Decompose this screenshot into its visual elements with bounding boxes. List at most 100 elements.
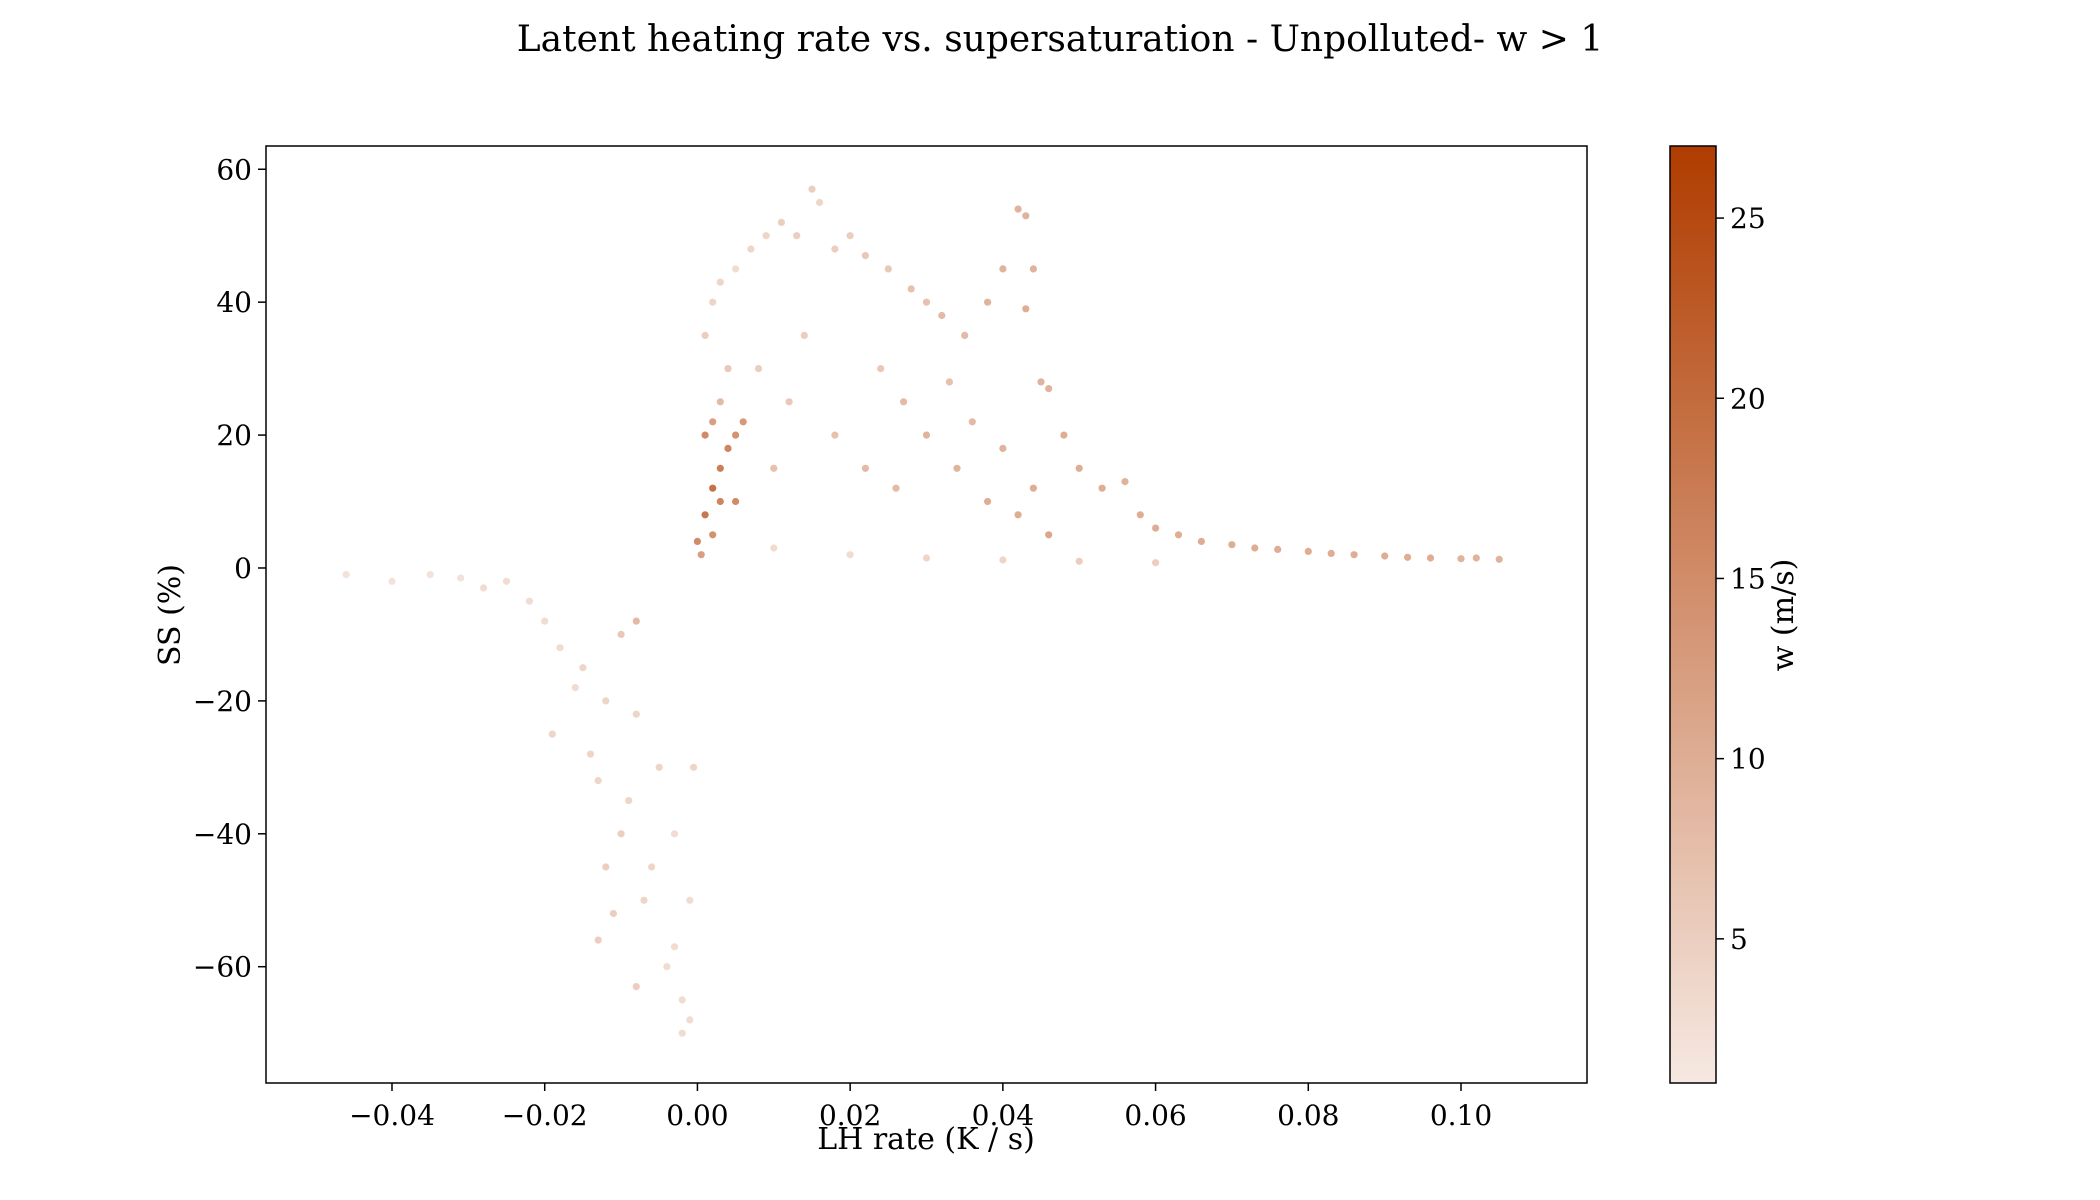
scatter-point (1022, 305, 1030, 313)
scatter-point (739, 418, 747, 426)
scatter-point (732, 497, 740, 506)
scatter-point (800, 331, 808, 339)
scatter-point (571, 684, 579, 692)
scatter-point (922, 431, 931, 439)
scatter-point (1381, 552, 1389, 560)
x-axis: −0.04 −0.02 0.00 0.02 0.04 0.06 0.08 0.10 (349, 1083, 1492, 1132)
scatter-point (709, 298, 717, 306)
scatter-point (609, 909, 618, 918)
scatter-point (724, 444, 732, 452)
scatter-point (693, 537, 702, 546)
scatter-point (1404, 553, 1412, 561)
scatter-point (922, 554, 931, 562)
scatter-point (754, 365, 763, 373)
scatter-point (732, 431, 740, 439)
scatter-point (968, 418, 976, 426)
y-tick-label: 0 (234, 552, 252, 585)
colorbar-label: w (m/s) (1766, 559, 1801, 672)
scatter-point (548, 730, 556, 738)
scatter-point (1022, 212, 1030, 220)
y-axis-label: SS (%) (153, 564, 188, 666)
scatter-point (1152, 524, 1160, 532)
scatter-point (732, 265, 740, 273)
scatter-point (999, 444, 1007, 452)
scatter-point (701, 331, 709, 339)
scatter-point (663, 963, 671, 971)
scatter-point (697, 551, 705, 559)
scatter-point (999, 556, 1007, 564)
scatter-point (953, 464, 961, 472)
scatter-point (342, 571, 350, 579)
scatter-point (900, 398, 908, 406)
scatter-point (388, 577, 396, 585)
scatter-point (999, 265, 1007, 273)
scatter-point (922, 298, 931, 306)
scatter-point (1014, 205, 1022, 213)
scatter-point (617, 630, 625, 639)
scatter-point (884, 265, 892, 273)
y-tick-label: 60 (216, 153, 252, 186)
scatter-point (1152, 559, 1160, 567)
scatter-point (1251, 544, 1259, 552)
scatter-point (1426, 554, 1435, 562)
scatter-point (984, 298, 992, 306)
colorbar-tick-label: 5 (1730, 923, 1748, 956)
scatter-point (632, 983, 640, 991)
scatter-point (586, 750, 595, 758)
scatter-point (1495, 555, 1503, 563)
scatter-point (816, 198, 824, 207)
scatter-point (594, 777, 602, 785)
colorbar-tick-label: 25 (1730, 202, 1766, 235)
scatter-point (686, 1016, 694, 1024)
scatter-point (877, 365, 885, 373)
scatter-point (846, 232, 854, 240)
y-tick-label: 40 (216, 286, 252, 319)
scatter-point (762, 232, 770, 240)
scatter-point (709, 484, 717, 492)
scatter-point (701, 511, 709, 519)
scatter-point (1327, 549, 1335, 558)
scatter-point (457, 574, 465, 582)
scatter-point (541, 617, 549, 625)
scatter-point (640, 896, 648, 904)
scatter-point (984, 497, 992, 506)
colorbar-ticks: 5 10 15 20 25 (1716, 202, 1766, 956)
scatter-point (861, 252, 870, 260)
colorbar-tick-label: 10 (1730, 743, 1766, 776)
chart-title: Latent heating rate vs. supersaturation … (517, 19, 1603, 60)
scatter-point (480, 584, 488, 592)
scatter-point (770, 464, 778, 472)
scatter-point (525, 597, 534, 605)
x-tick-label: −0.04 (349, 1099, 435, 1132)
scatter-point (632, 710, 640, 718)
scatter-point (716, 464, 724, 472)
scatter-point (1121, 478, 1129, 486)
scatter-point (690, 763, 698, 771)
scatter-point (961, 331, 969, 339)
scatter-point (670, 830, 679, 838)
scatter-point (747, 245, 755, 253)
scatter-point (1197, 537, 1205, 546)
y-tick-label: −60 (193, 951, 252, 984)
colorbar-tick-label: 20 (1730, 382, 1766, 415)
scatter-point (1174, 531, 1183, 539)
scatter-point (709, 418, 717, 426)
scatter-point (1457, 555, 1465, 563)
scatter-points (342, 185, 1503, 1037)
scatter-point (625, 797, 633, 805)
scatter-point (1098, 484, 1106, 492)
scatter-point (594, 936, 602, 944)
colorbar-tick-label: 15 (1730, 562, 1766, 595)
scatter-point (602, 863, 610, 871)
scatter-point (907, 285, 915, 293)
scatter-point (724, 365, 732, 373)
scatter-point (502, 577, 511, 585)
scatter-point (831, 431, 839, 439)
scatter-point (716, 278, 724, 286)
scatter-point (579, 664, 587, 672)
scatter-point (678, 996, 686, 1004)
scatter-point (945, 378, 954, 386)
scatter-point (632, 617, 640, 625)
scatter-point (770, 544, 778, 552)
